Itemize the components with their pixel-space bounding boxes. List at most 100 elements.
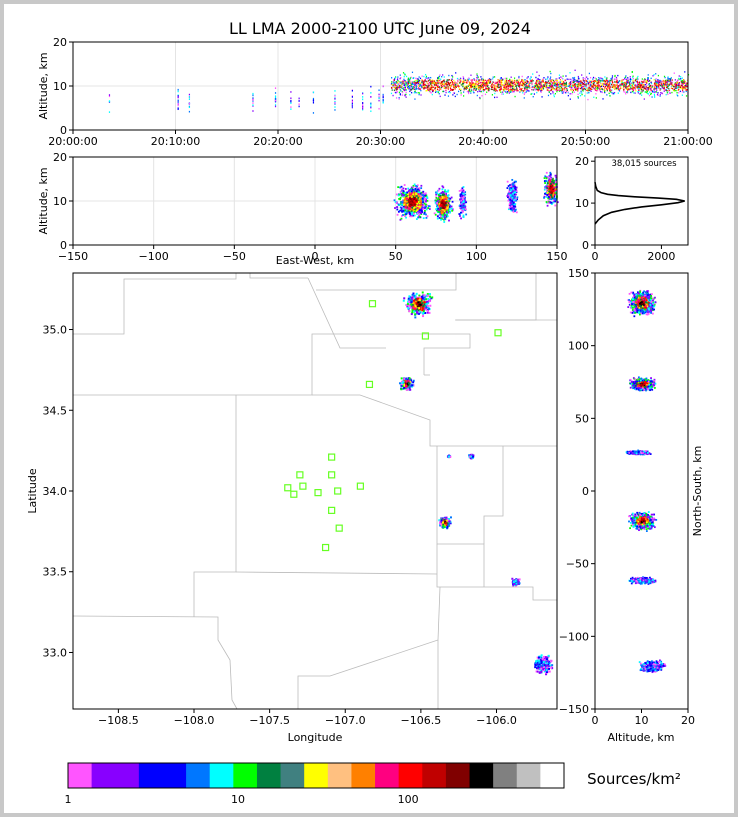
source-mark: [513, 187, 516, 190]
source-mark: [400, 76, 402, 79]
source-mark: [459, 206, 462, 208]
source-mark: [415, 82, 417, 84]
source-mark: [445, 89, 447, 92]
source-mark: [589, 87, 592, 90]
source-mark: [465, 208, 467, 211]
source-mark: [619, 83, 621, 86]
source-mark: [470, 79, 472, 81]
source-mark: [429, 87, 431, 89]
source-mark: [416, 202, 419, 205]
source-mark: [351, 102, 353, 105]
source-mark: [177, 101, 179, 104]
source-mark: [399, 192, 402, 195]
y-tick-label: 20: [53, 36, 67, 49]
source-mark: [448, 207, 451, 210]
source-mark: [626, 78, 628, 81]
source-mark: [574, 69, 576, 72]
source-mark: [446, 195, 449, 197]
source-mark: [410, 201, 413, 204]
source-mark: [657, 81, 660, 83]
source-mark: [445, 215, 448, 218]
source-mark: [418, 88, 420, 90]
source-mark: [413, 197, 416, 199]
source-mark: [545, 78, 547, 80]
source-mark: [507, 87, 509, 90]
source-mark: [446, 205, 448, 208]
source-mark: [531, 86, 533, 89]
source-mark: [621, 83, 624, 86]
source-mark: [543, 77, 545, 79]
source-mark: [399, 196, 402, 199]
source-mark: [547, 176, 550, 178]
source-mark: [434, 201, 437, 204]
source-mark: [509, 86, 511, 88]
source-mark: [431, 86, 433, 89]
source-mark: [638, 87, 640, 90]
source-mark: [551, 82, 553, 84]
source-mark: [483, 89, 486, 91]
source-mark: [674, 85, 677, 87]
source-mark: [486, 91, 488, 93]
source-mark: [565, 85, 567, 87]
source-mark: [511, 89, 513, 91]
source-mark: [565, 87, 568, 90]
source-mark: [631, 90, 634, 93]
source-mark: [495, 81, 497, 84]
source-mark: [580, 81, 582, 83]
source-mark: [526, 81, 529, 83]
source-mark: [404, 94, 406, 97]
source-mark: [557, 81, 559, 84]
source-mark: [508, 83, 510, 86]
source-mark: [468, 78, 471, 80]
source-mark: [351, 99, 353, 102]
source-mark: [415, 218, 418, 220]
source-mark: [413, 82, 415, 85]
source-mark: [678, 86, 680, 88]
source-mark: [400, 81, 402, 83]
source-mark: [673, 85, 675, 88]
source-mark: [621, 79, 623, 82]
source-mark: [442, 85, 444, 88]
source-mark: [431, 81, 433, 84]
x-tick-label: 20:30:00: [356, 135, 405, 148]
source-mark: [495, 88, 497, 91]
source-mark: [445, 81, 447, 83]
source-mark: [437, 207, 440, 210]
source-mark: [509, 90, 511, 93]
source-mark: [543, 180, 546, 183]
source-mark: [413, 195, 416, 197]
source-mark: [467, 85, 469, 87]
source-mark: [640, 91, 642, 93]
source-mark: [606, 86, 609, 88]
source-mark: [612, 93, 614, 95]
source-mark: [413, 200, 416, 202]
source-mark: [421, 75, 423, 77]
source-mark: [527, 89, 529, 92]
source-mark: [597, 84, 600, 86]
source-mark: [405, 93, 407, 96]
source-mark: [408, 88, 410, 90]
source-mark: [399, 94, 401, 96]
source-mark: [509, 207, 512, 210]
source-mark: [655, 88, 657, 90]
source-mark: [606, 80, 608, 82]
source-mark: [518, 83, 521, 86]
source-mark: [362, 107, 364, 110]
source-mark: [625, 85, 627, 87]
source-mark: [445, 210, 448, 213]
source-mark: [515, 211, 518, 214]
source-mark: [488, 89, 490, 91]
source-mark: [448, 206, 451, 209]
source-mark: [516, 88, 519, 90]
source-mark: [453, 85, 455, 88]
source-mark: [548, 182, 551, 184]
source-mark: [577, 96, 579, 98]
source-mark: [584, 78, 587, 81]
source-mark: [559, 81, 561, 83]
source-mark: [480, 87, 482, 89]
source-mark: [632, 75, 634, 77]
source-mark: [545, 81, 547, 84]
source-mark: [553, 183, 556, 186]
source-mark: [399, 190, 402, 193]
source-mark: [405, 193, 407, 196]
